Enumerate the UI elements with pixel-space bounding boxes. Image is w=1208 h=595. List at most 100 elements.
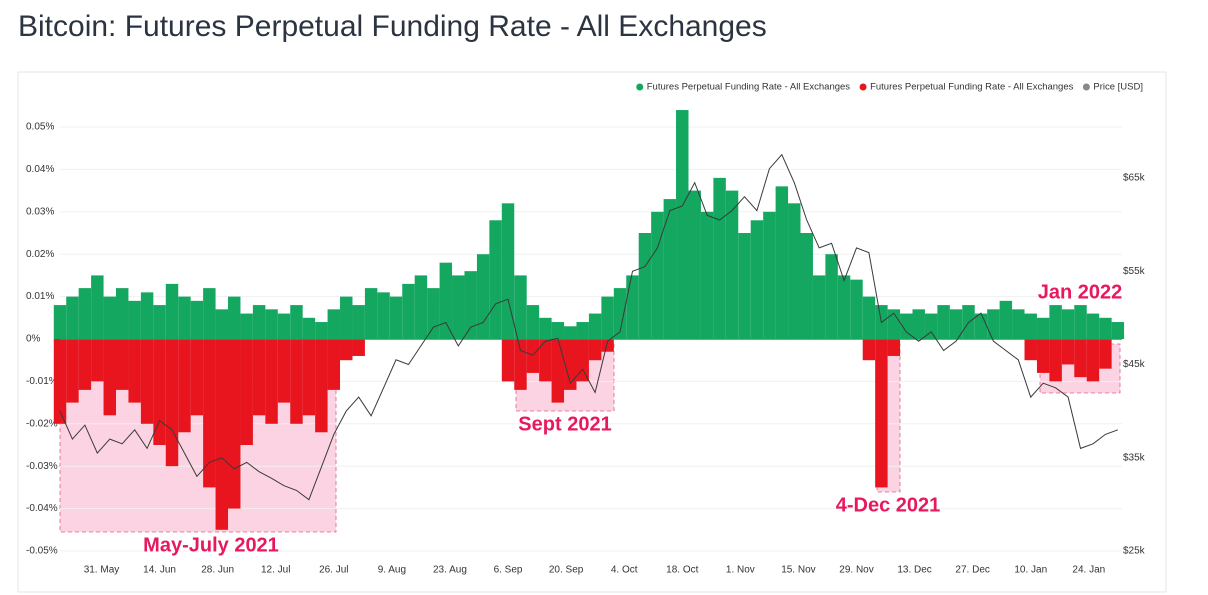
bar (302, 317, 316, 339)
bar (464, 271, 477, 339)
x-tick-label: 29. Nov (839, 565, 873, 576)
x-tick-label: 18. Oct (666, 565, 698, 576)
bar (638, 233, 652, 339)
y-tick-label: 0% (26, 334, 41, 345)
bar (1099, 317, 1112, 339)
x-tick-label: 20. Sep (549, 565, 584, 576)
bar (514, 339, 527, 390)
bar (850, 279, 863, 339)
bar (389, 296, 403, 339)
bar (1049, 305, 1062, 339)
bar (900, 313, 913, 339)
y-tick-label: -0.01% (26, 376, 58, 387)
y-tick-label: 0.03% (26, 206, 54, 217)
bar (140, 292, 154, 339)
bar (1024, 339, 1037, 361)
bar (439, 262, 453, 339)
bar (924, 313, 938, 339)
bar (203, 288, 216, 339)
y2-tick-label: $35k (1123, 452, 1146, 463)
bar (651, 211, 664, 339)
bar (228, 339, 241, 509)
bar (788, 203, 801, 339)
bar (1086, 313, 1100, 339)
bar (676, 110, 689, 339)
bar (526, 339, 540, 373)
bar (862, 296, 876, 339)
bar (564, 326, 577, 339)
y-tick-label: 0.04% (26, 164, 54, 175)
annotation: Jan 2022 (1038, 281, 1123, 303)
x-tick-label: 13. Dec (897, 565, 931, 576)
bar (887, 309, 901, 339)
bar (1036, 317, 1050, 339)
bar (414, 275, 428, 339)
bar (352, 305, 365, 339)
x-tick-label: 15. Nov (781, 565, 815, 576)
legend-marker (1082, 83, 1090, 91)
bar (53, 305, 67, 339)
bar (215, 339, 229, 530)
bar (252, 305, 266, 339)
x-tick-label: 27. Dec (955, 565, 989, 576)
x-tick-label: 6. Sep (494, 565, 523, 576)
bar (153, 339, 166, 445)
y-tick-label: -0.02% (26, 418, 58, 429)
bar (327, 309, 341, 339)
bar (377, 292, 390, 339)
bar (800, 233, 813, 339)
bar (937, 305, 950, 339)
x-tick-label: 1. Nov (726, 565, 755, 576)
bar (277, 313, 291, 339)
bar (875, 339, 888, 488)
bar (240, 313, 253, 339)
bar (663, 199, 677, 339)
bar (576, 322, 589, 339)
x-tick-label: 31. May (84, 565, 120, 576)
bar (949, 309, 963, 339)
bar (987, 309, 1000, 339)
bar (103, 339, 117, 416)
bar (128, 339, 141, 403)
bar (178, 339, 191, 433)
bar (601, 296, 614, 339)
bar (116, 339, 129, 390)
bar (489, 220, 502, 339)
y-tick-label: 0.05% (26, 122, 54, 133)
bar (514, 275, 527, 339)
bar (601, 339, 614, 352)
y-tick-label: -0.05% (26, 546, 58, 557)
bar (775, 186, 789, 339)
bar (165, 283, 179, 339)
bar (91, 275, 104, 339)
bar (613, 288, 627, 339)
bar (1061, 309, 1075, 339)
bar (588, 313, 602, 339)
bar (364, 288, 378, 339)
bar (501, 203, 515, 339)
x-tick-label: 23. Aug (433, 565, 467, 576)
y-tick-label: 0.02% (26, 249, 54, 260)
bar (725, 190, 739, 339)
annotation: 4-Dec 2021 (836, 494, 941, 516)
legend-marker (636, 83, 644, 91)
bar (78, 288, 92, 339)
bar (564, 339, 577, 390)
y-tick-label: 0.01% (26, 291, 54, 302)
bar (1086, 339, 1100, 382)
bar (228, 296, 241, 339)
bar (66, 339, 79, 403)
bar (1024, 313, 1037, 339)
bar (862, 339, 876, 361)
bar (290, 305, 303, 339)
bar (738, 233, 751, 339)
bar (427, 288, 440, 339)
annotation: May-July 2021 (143, 534, 279, 556)
bar (812, 275, 826, 339)
bar (501, 339, 515, 382)
x-tick-label: 4. Oct (611, 565, 638, 576)
bar (327, 339, 341, 390)
legend-label: Futures Perpetual Funding Rate - All Exc… (870, 82, 1074, 93)
bar (53, 339, 67, 424)
bar (1099, 339, 1112, 369)
